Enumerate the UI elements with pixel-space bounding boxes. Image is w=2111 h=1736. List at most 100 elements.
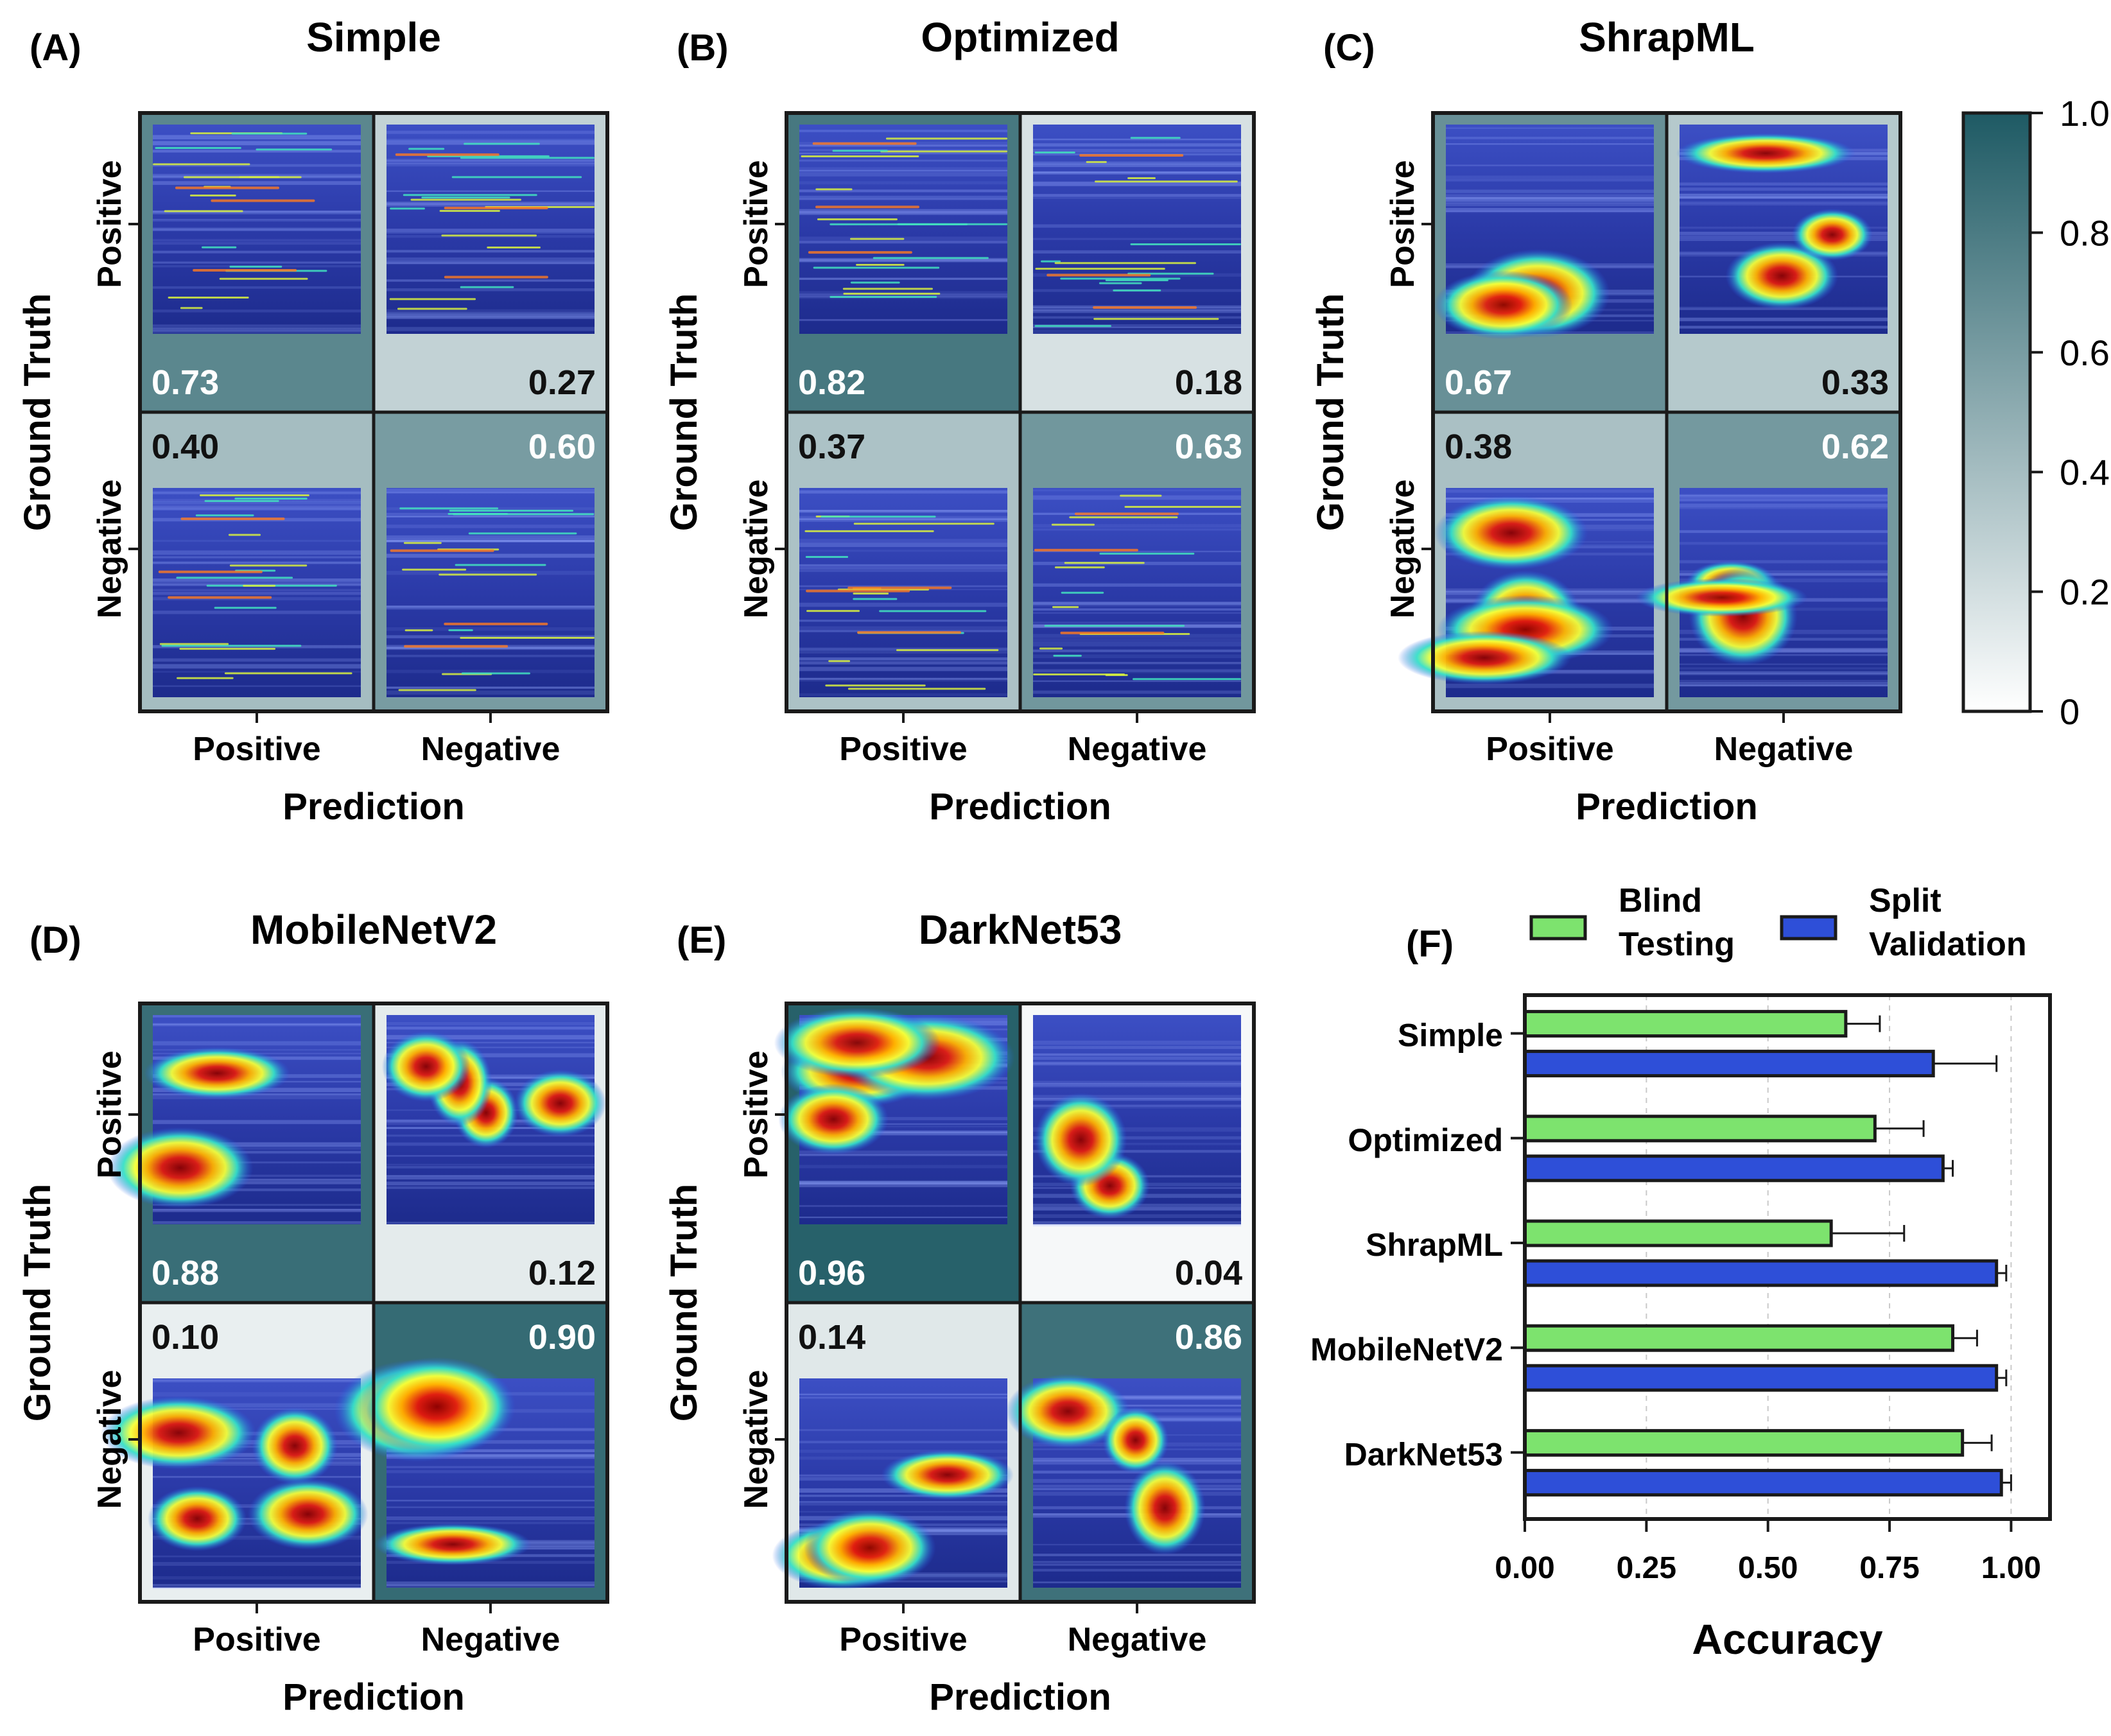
activation-streak	[1047, 273, 1151, 277]
scan-line	[1033, 1568, 1241, 1572]
activation-blob	[1034, 1093, 1127, 1187]
scan-line	[387, 1021, 595, 1025]
scan-line	[1680, 201, 1888, 204]
scan-line	[799, 510, 1007, 512]
scan-line	[387, 279, 595, 282]
scan-line	[799, 1154, 1007, 1156]
scan-line	[1033, 171, 1241, 174]
scan-line	[1033, 1105, 1241, 1109]
activation-streak	[1130, 137, 1181, 139]
x-tick-label: Positive	[193, 731, 320, 768]
scan-line	[1033, 602, 1241, 607]
activation-streak	[397, 308, 467, 310]
scan-line	[1033, 182, 1241, 187]
activation-streak	[1041, 260, 1061, 263]
scan-line	[387, 1181, 595, 1186]
scan-line	[799, 152, 1007, 155]
y-tick-label: MobileNetV2	[1310, 1332, 1503, 1367]
bar	[1523, 1324, 1955, 1352]
scan-line	[1033, 623, 1241, 626]
activation-streak	[1061, 591, 1104, 594]
cell-value-label: 0.37	[798, 428, 865, 466]
scan-line	[799, 195, 1007, 200]
cell-value-label: 0.27	[528, 363, 596, 402]
bar	[1523, 1154, 1945, 1183]
scan-line	[387, 162, 595, 164]
scan-line	[153, 557, 361, 559]
scan-line	[153, 1537, 361, 1540]
activation-streak	[1033, 673, 1125, 675]
activation-streak	[1034, 548, 1138, 551]
activation-streak	[1093, 306, 1197, 309]
scan-line	[1680, 684, 1888, 687]
scan-line	[387, 539, 595, 542]
activation-streak	[219, 277, 308, 280]
scan-line	[387, 141, 595, 145]
scan-line	[799, 159, 1007, 162]
scan-line	[153, 556, 361, 558]
y-tick-label: Positive	[1384, 160, 1421, 288]
scan-line	[1033, 143, 1241, 147]
activation-streak	[1054, 566, 1105, 569]
scan-line	[1033, 1543, 1241, 1546]
scan-line	[153, 211, 361, 214]
scan-line	[1033, 252, 1241, 254]
activation-streak	[830, 295, 937, 298]
activation-streak	[214, 607, 277, 609]
scan-line	[1033, 661, 1241, 664]
scan-line	[153, 578, 361, 582]
scan-line	[799, 1131, 1007, 1136]
y-axis-label: Ground Truth	[663, 293, 705, 532]
scan-line	[1033, 316, 1241, 319]
scan-line	[799, 1165, 1007, 1168]
activation-streak	[850, 281, 900, 284]
scan-line	[1033, 634, 1241, 638]
x-axis-label: Prediction	[1576, 786, 1758, 828]
scan-line	[387, 670, 595, 673]
panel-tag: (E)	[677, 919, 726, 961]
x-axis-label: Prediction	[929, 1676, 1111, 1718]
scan-line	[799, 277, 1007, 280]
activation-streak	[404, 645, 508, 648]
activation-streak	[193, 269, 297, 272]
scan-line	[799, 568, 1007, 572]
activation-streak	[168, 596, 272, 599]
activation-streak	[487, 247, 541, 249]
activation-streak	[1051, 523, 1095, 526]
scan-line	[387, 1454, 595, 1459]
scan-line	[1680, 239, 1888, 241]
panel-e: (E) DarkNet53 0.96 0.04 0.14 0.86 Positive Nega…	[663, 907, 1256, 1718]
legend-swatch	[1780, 915, 1837, 941]
colorbar-tick-label: 0.6	[2060, 333, 2110, 373]
activation-streak	[1099, 282, 1142, 284]
activation-streak	[195, 514, 254, 517]
cell-value-label: 0.10	[152, 1318, 219, 1357]
cell-value-label: 0.90	[528, 1318, 596, 1357]
scan-line	[1033, 329, 1241, 334]
activation-streak	[439, 573, 537, 576]
scan-line	[1680, 530, 1888, 534]
scan-line	[1680, 560, 1888, 564]
scan-line	[387, 1035, 595, 1039]
scan-line	[799, 1396, 1007, 1399]
scan-line	[387, 1174, 595, 1177]
activation-streak	[1074, 512, 1179, 516]
scan-line	[1033, 1563, 1241, 1566]
scan-line	[1680, 667, 1888, 670]
activation-streak	[453, 513, 595, 516]
x-tick-label: 0.25	[1617, 1551, 1676, 1585]
scan-line	[387, 257, 595, 262]
scan-line	[1680, 494, 1888, 497]
activation-streak	[1105, 279, 1168, 281]
activation-streak	[460, 636, 595, 639]
activation-streak	[455, 564, 546, 566]
panel-title: DarkNet53	[919, 907, 1122, 953]
scan-line	[1446, 683, 1654, 688]
scan-line	[153, 1403, 361, 1408]
scan-line	[387, 327, 595, 331]
scan-line	[153, 1174, 361, 1177]
activation-streak	[234, 498, 308, 500]
activation-streak	[390, 207, 425, 210]
legend-label: Split Validation	[1869, 882, 2027, 963]
scan-line	[387, 654, 595, 657]
